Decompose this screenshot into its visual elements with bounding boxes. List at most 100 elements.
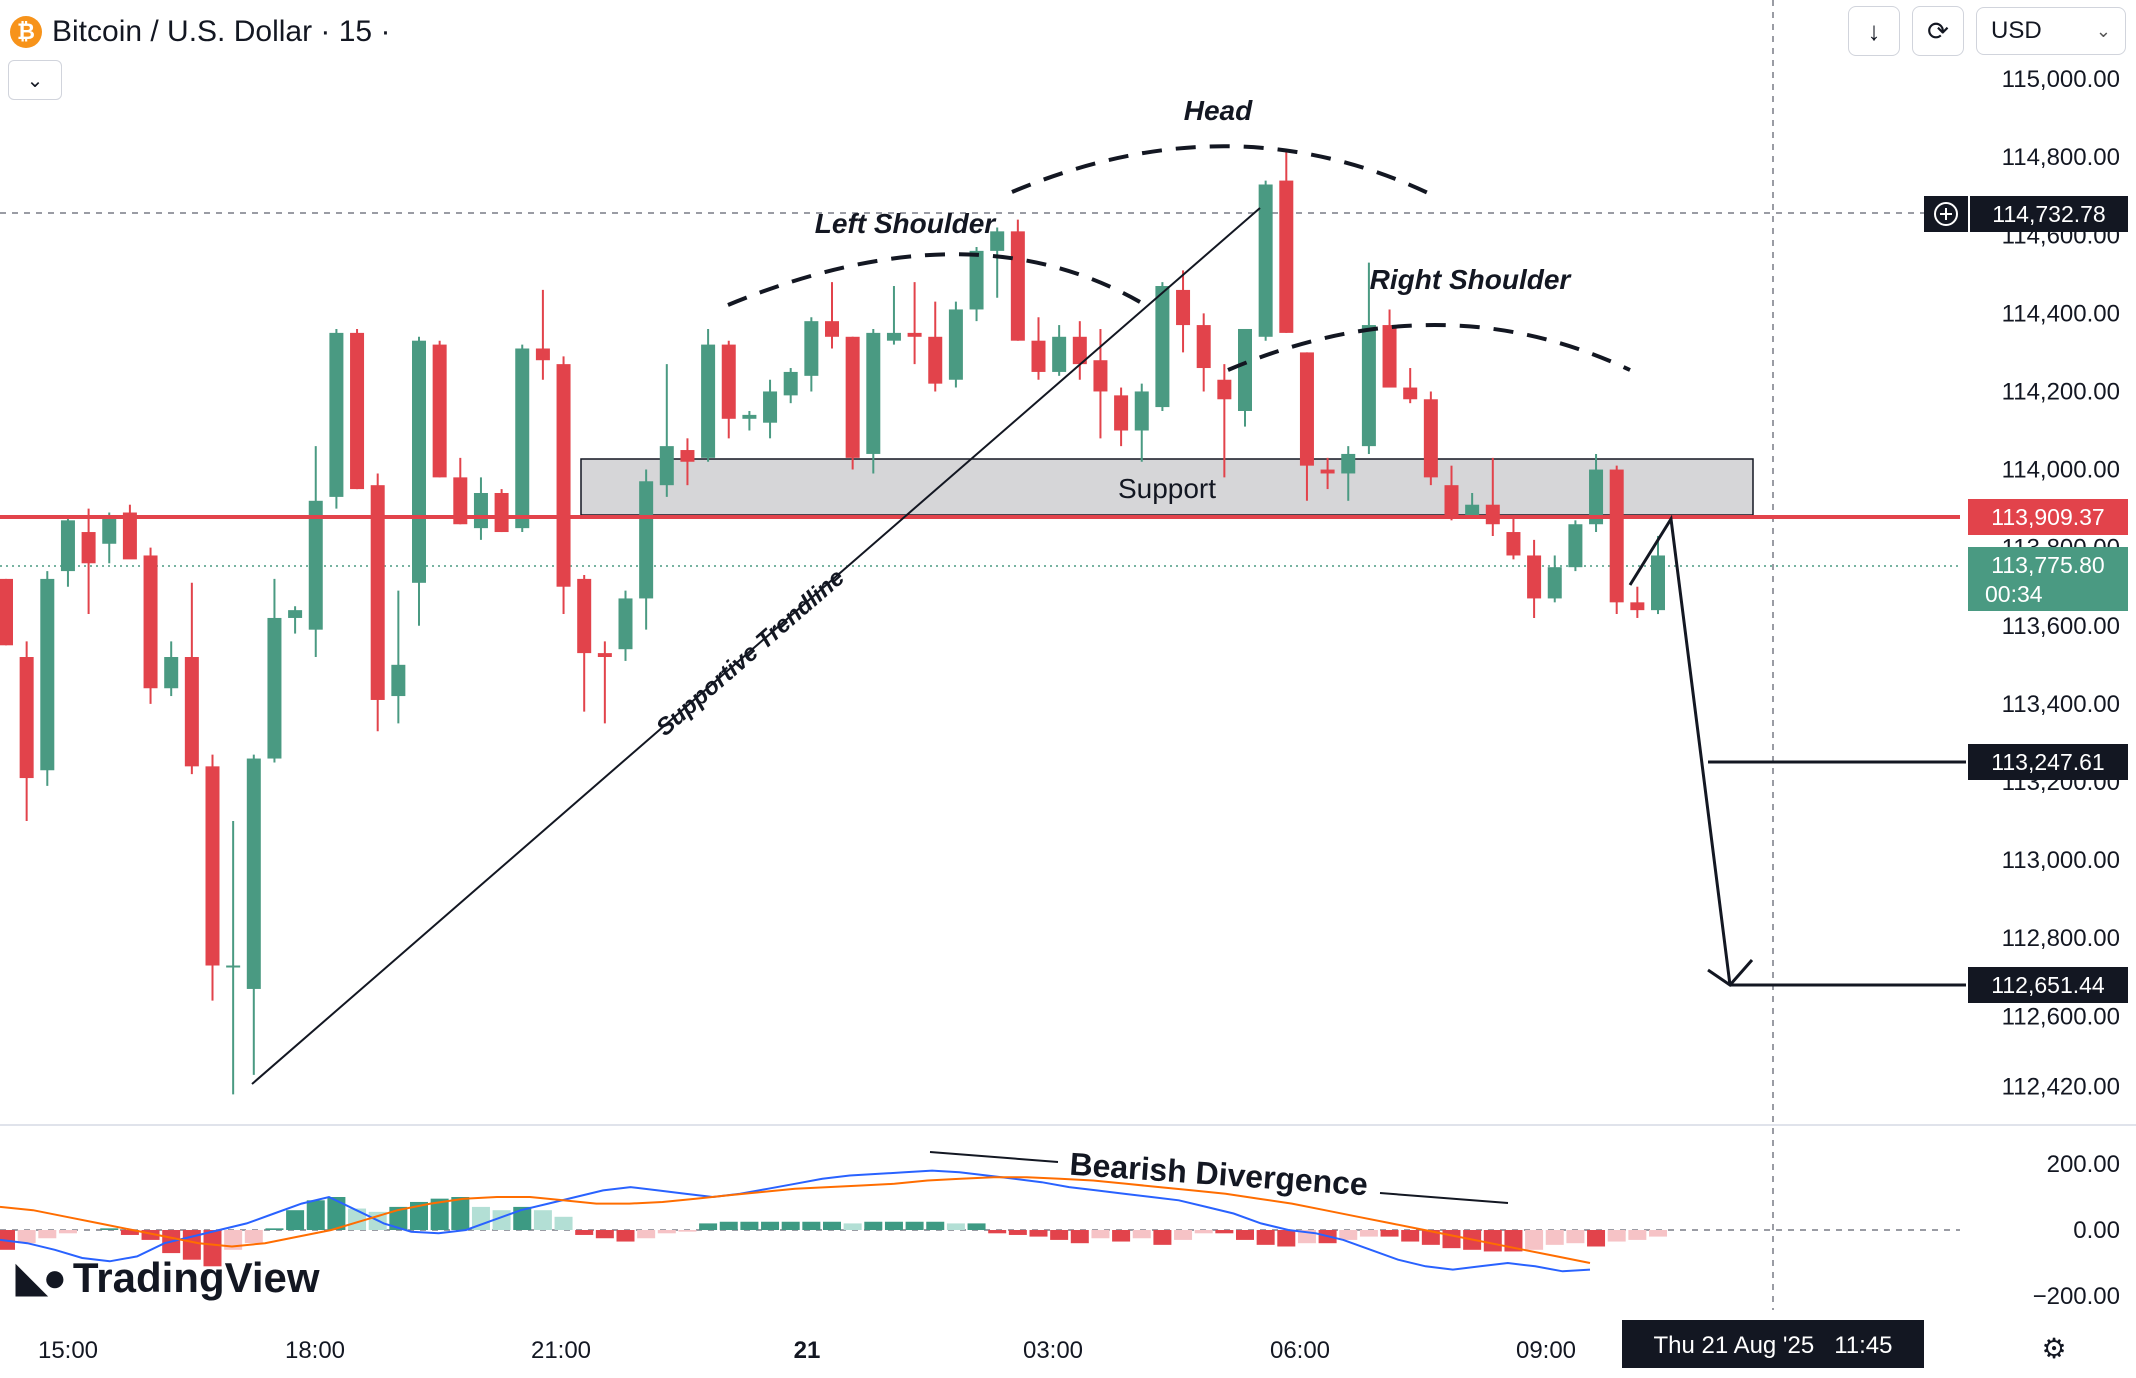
candle	[370, 473, 385, 732]
macd-histogram-bar	[616, 1230, 635, 1242]
candle-body	[990, 231, 1005, 251]
macd-histogram-bar	[1236, 1230, 1254, 1240]
candle-body	[1093, 360, 1108, 392]
refresh-icon: ⟳	[1927, 15, 1949, 46]
candle	[1258, 180, 1273, 341]
candle-body	[1547, 567, 1562, 599]
y-tick-label: 113,600.00	[2002, 613, 2120, 640]
candle-body	[804, 321, 819, 376]
candle-body	[1382, 325, 1397, 388]
macd-histogram-bar	[348, 1208, 367, 1230]
candle-body	[412, 340, 426, 583]
macd-histogram-bar	[554, 1216, 573, 1230]
support-zone	[580, 458, 1754, 516]
macd-histogram-bar	[1174, 1230, 1193, 1240]
svg-text:113,909.37: 113,909.37	[1991, 504, 2104, 530]
candle	[1527, 539, 1542, 618]
currency-select[interactable]: USD ⌄	[1976, 7, 2126, 55]
candle	[535, 289, 550, 380]
candle-body	[1217, 379, 1232, 400]
candle	[60, 516, 75, 587]
candle	[1403, 368, 1418, 404]
macd-histogram-bar	[17, 1230, 36, 1244]
candle	[40, 571, 55, 786]
tradingview-logo-icon: ◣●	[16, 1256, 67, 1300]
divergence-line-bottom	[1379, 1192, 1509, 1204]
macd-histogram-bar	[1215, 1230, 1234, 1234]
chart-header: ₿ Bitcoin / U.S. Dollar · 15 ·	[10, 10, 390, 54]
candle-body	[205, 766, 220, 966]
symbol-title[interactable]: Bitcoin / U.S. Dollar · 15 ·	[52, 15, 391, 48]
y-tick-label: 113,000.00	[2002, 847, 2120, 874]
candle-body	[1506, 532, 1521, 556]
collapse-legend-button[interactable]: ⌄	[8, 60, 62, 100]
macd-histogram-bar	[1442, 1230, 1461, 1249]
candle	[1279, 149, 1294, 333]
head-arc	[1011, 144, 1429, 195]
y-tick-label: 114,800.00	[2002, 144, 2120, 171]
macd-histogram-bar	[637, 1230, 656, 1239]
y-tick-label: 112,800.00	[2002, 925, 2120, 952]
macd-histogram-bar	[595, 1230, 614, 1239]
candle-body	[473, 492, 488, 529]
macd-histogram-bar	[1070, 1230, 1089, 1244]
candle-body	[907, 332, 922, 337]
macd-histogram-bar	[967, 1223, 986, 1230]
candle-body	[1527, 555, 1542, 599]
candle-body	[1568, 524, 1583, 568]
candle-body	[1423, 399, 1438, 478]
candle-body	[618, 598, 633, 650]
divergence-line-top	[929, 1151, 1059, 1163]
candle	[845, 336, 860, 470]
candle-body	[1444, 485, 1459, 517]
candle	[453, 457, 468, 525]
candle-body	[1589, 469, 1604, 525]
candle	[721, 340, 736, 439]
x-tick-label: 21	[794, 1337, 821, 1364]
macd-histogram-bar	[286, 1210, 305, 1230]
candle	[825, 282, 839, 349]
signal-line	[0, 1176, 1591, 1264]
chevron-down-icon: ⌄	[2095, 20, 2111, 41]
candle	[329, 328, 344, 509]
macd-histogram-bar	[575, 1230, 594, 1235]
candle-body	[1072, 336, 1087, 365]
candle-body	[1403, 387, 1418, 400]
candle-body	[1031, 340, 1046, 372]
scroll-down-button[interactable]: ↓	[1848, 6, 1900, 56]
macd-histogram-bar	[905, 1221, 924, 1230]
macd-histogram-bar	[451, 1197, 470, 1230]
y-tick-label: 114,200.00	[2002, 378, 2120, 405]
refresh-button[interactable]: ⟳	[1912, 6, 1964, 56]
candle	[288, 606, 303, 634]
macd-histogram-bar	[1587, 1230, 1606, 1247]
macd-histogram-bar	[1649, 1230, 1667, 1237]
projection-path[interactable]	[1628, 514, 1732, 986]
candle	[494, 489, 509, 533]
candle	[804, 317, 819, 392]
candle	[907, 282, 922, 365]
candle	[1155, 282, 1170, 411]
tradingview-logo: ◣● TradingView	[16, 1254, 320, 1302]
candle-body	[350, 332, 365, 490]
supportive-trendline[interactable]	[251, 207, 1261, 1085]
candle	[1031, 317, 1046, 380]
macd-histogram-bar	[1091, 1230, 1110, 1239]
candle	[308, 446, 323, 658]
candle-body	[1196, 325, 1211, 369]
candle	[391, 590, 406, 724]
candle-body	[1052, 336, 1067, 372]
x-tick-label: 15:00	[38, 1337, 98, 1364]
macd-histogram-bar	[802, 1221, 821, 1230]
candle	[1320, 457, 1335, 490]
right-shoulder-label: Right Shoulder	[1370, 264, 1573, 295]
y-tick-label: 114,400.00	[2002, 300, 2120, 327]
candle	[969, 246, 984, 322]
candle-body	[825, 321, 839, 337]
candle-body	[1299, 352, 1314, 466]
candle-body	[535, 348, 550, 361]
candle	[1444, 465, 1459, 521]
macd-histogram-bar	[1050, 1230, 1069, 1240]
gear-icon[interactable]: ⚙	[2041, 1332, 2067, 1364]
